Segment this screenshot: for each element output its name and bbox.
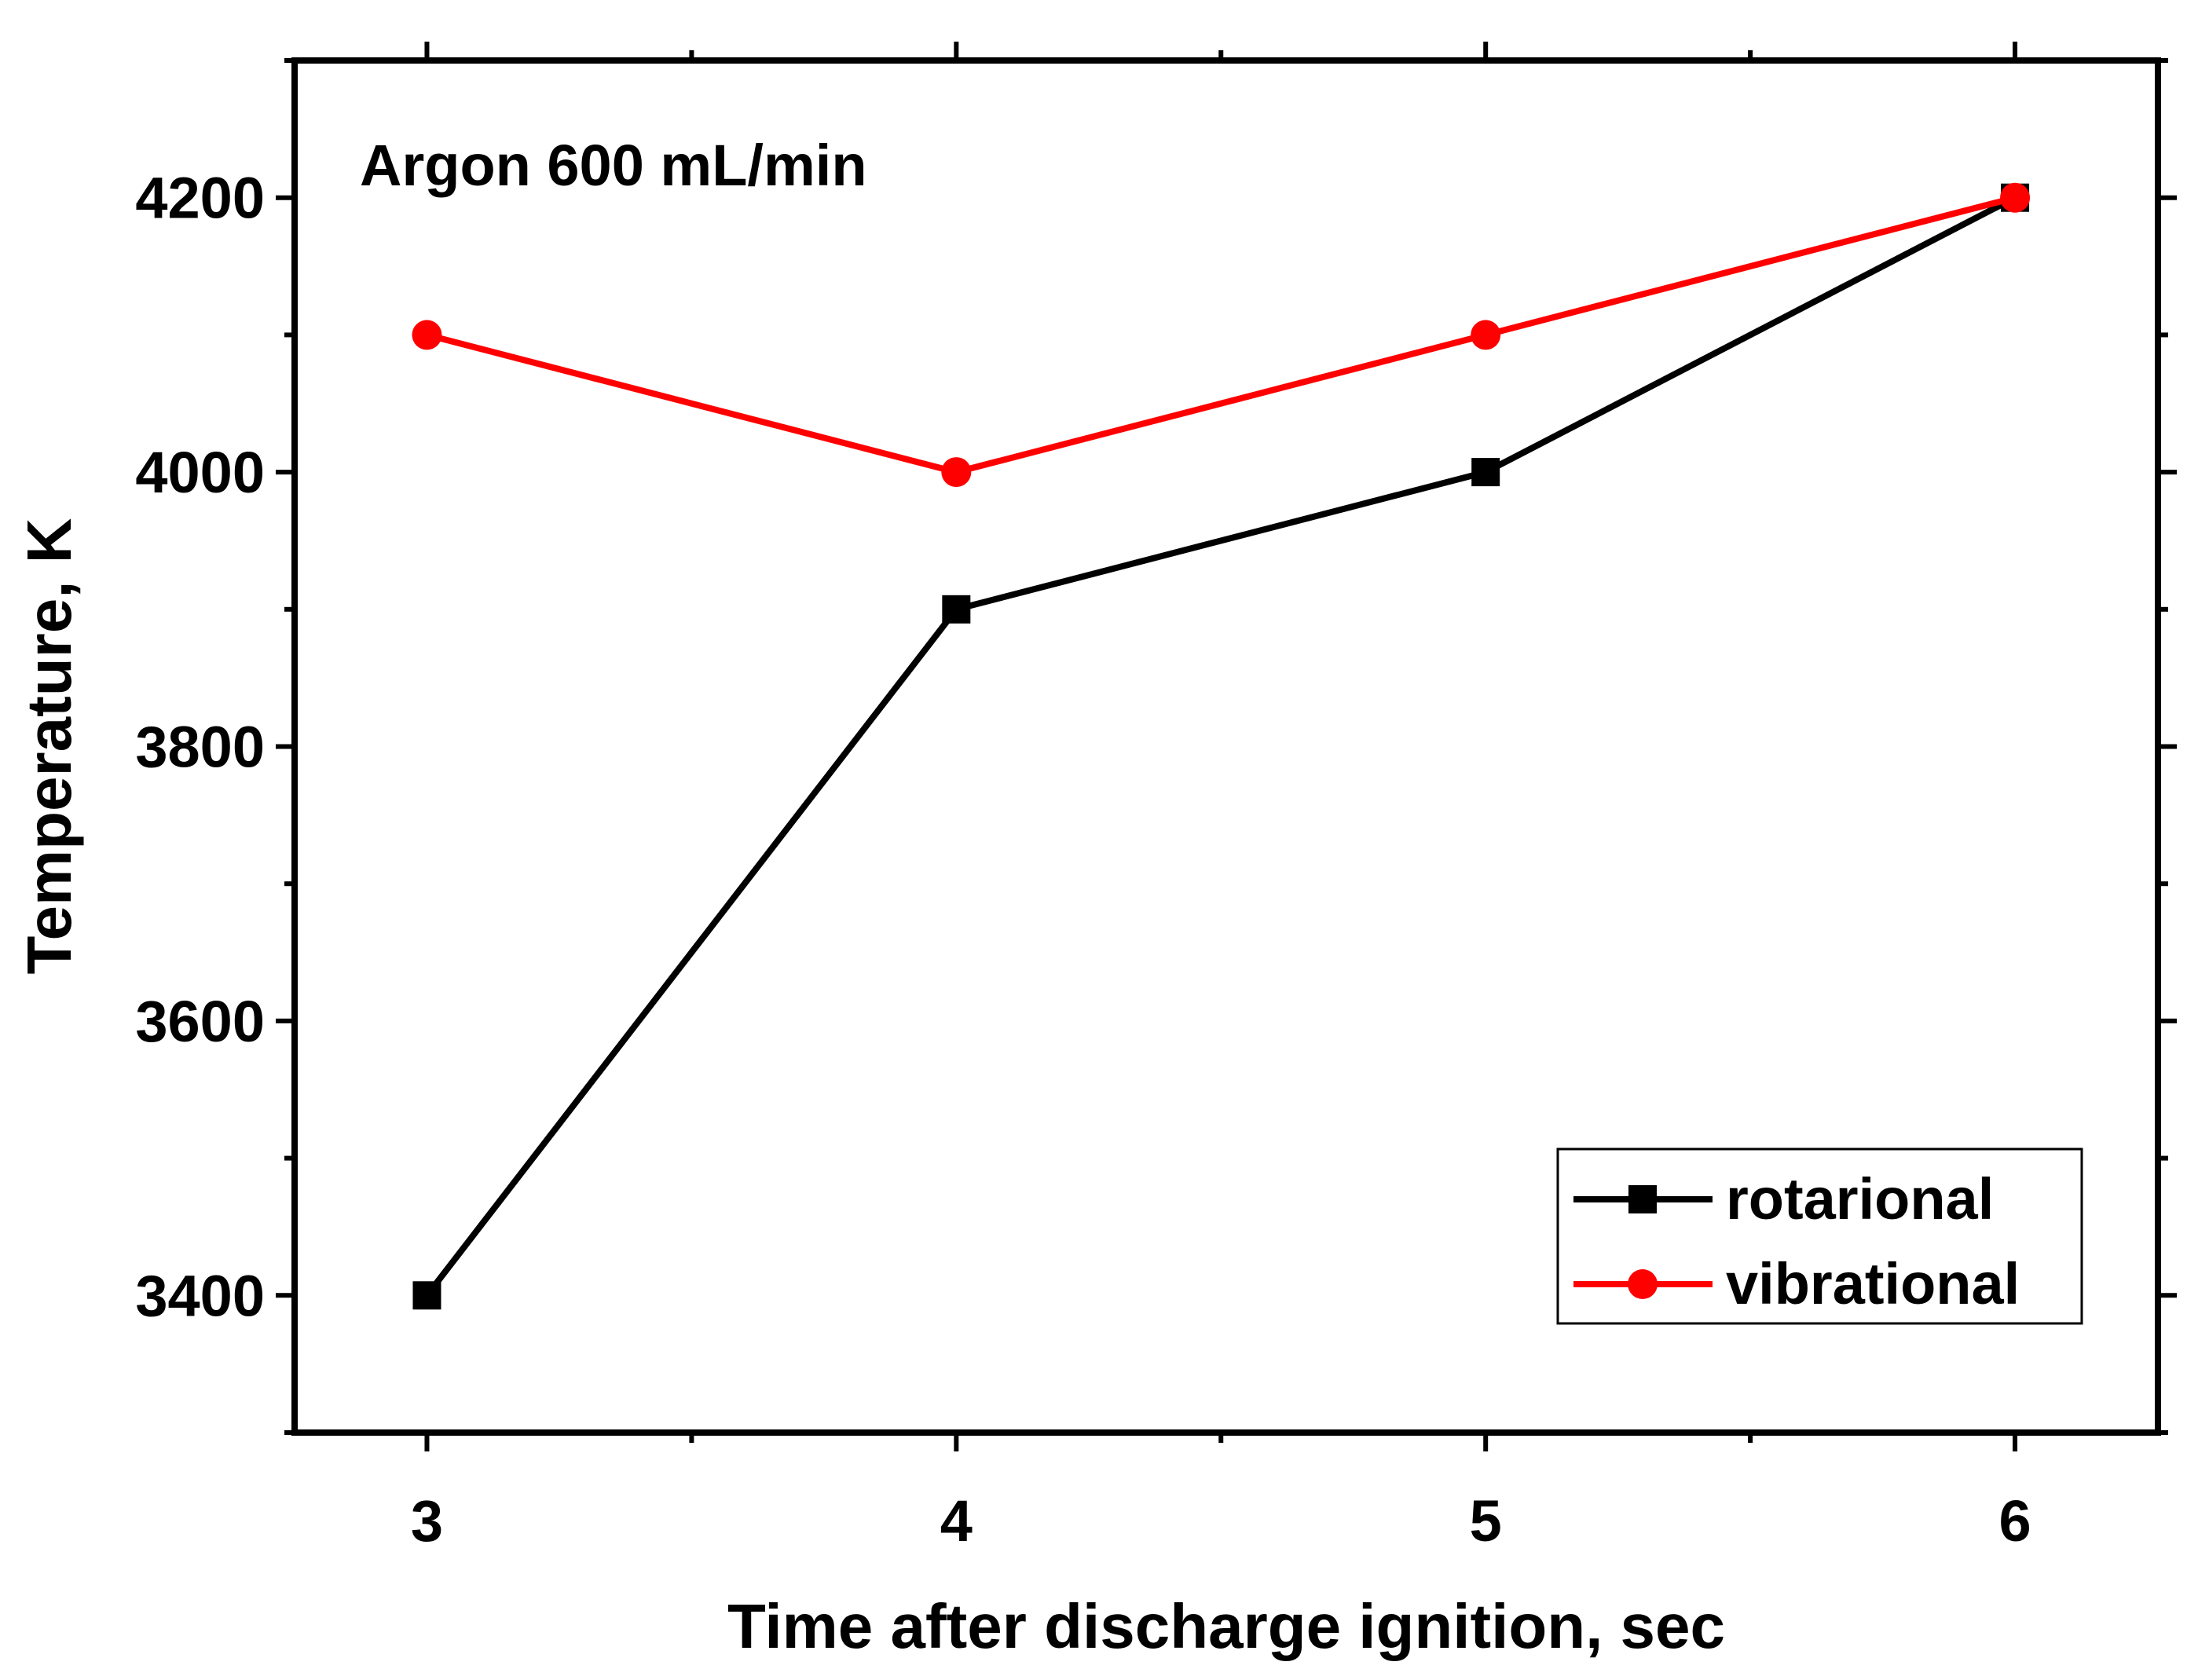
chart-annotation: Argon 600 mL/min xyxy=(360,133,867,198)
y-tick-labels: 3400 3600 3800 4000 4200 xyxy=(135,166,265,1329)
data-point-vibrational xyxy=(412,320,442,350)
series-line-rotarional xyxy=(424,195,2017,1298)
x-axis-title: Time after discharge ignition, sec xyxy=(727,1591,1725,1661)
series-line-vibrational xyxy=(426,194,2017,476)
data-point-rotarional xyxy=(412,1281,441,1310)
x-tick-labels: 3 4 5 6 xyxy=(411,1488,2031,1554)
data-point-rotarional xyxy=(1471,458,1500,487)
x-tick-label: 5 xyxy=(1470,1488,1502,1554)
x-tick-label: 4 xyxy=(940,1488,973,1554)
data-point-rotarional xyxy=(942,595,971,624)
tick-marks xyxy=(276,42,2177,1451)
y-tick-label: 3400 xyxy=(135,1263,265,1328)
data-point-vibrational xyxy=(2000,182,2031,213)
data-point-vibrational xyxy=(941,457,972,488)
y-tick-label: 3600 xyxy=(135,989,265,1054)
legend-label-vibrational: vibrational xyxy=(1726,1251,2020,1316)
series-layer xyxy=(412,182,2031,1310)
x-tick-label: 6 xyxy=(1998,1488,2031,1554)
legend-marker-square xyxy=(1628,1185,1657,1213)
data-point-vibrational xyxy=(1471,320,1501,350)
series-vibrational xyxy=(412,182,2031,488)
x-tick-label: 3 xyxy=(411,1488,443,1554)
y-tick-label: 4000 xyxy=(135,440,265,505)
legend-label-rotarional: rotarional xyxy=(1726,1166,1994,1232)
legend: rotarional vibrational xyxy=(1556,1147,2083,1325)
y-tick-label: 4200 xyxy=(135,166,265,231)
legend-marker-circle xyxy=(1628,1269,1658,1299)
y-axis-title: Temperature, K xyxy=(14,518,84,974)
y-tick-label: 3800 xyxy=(135,715,265,780)
